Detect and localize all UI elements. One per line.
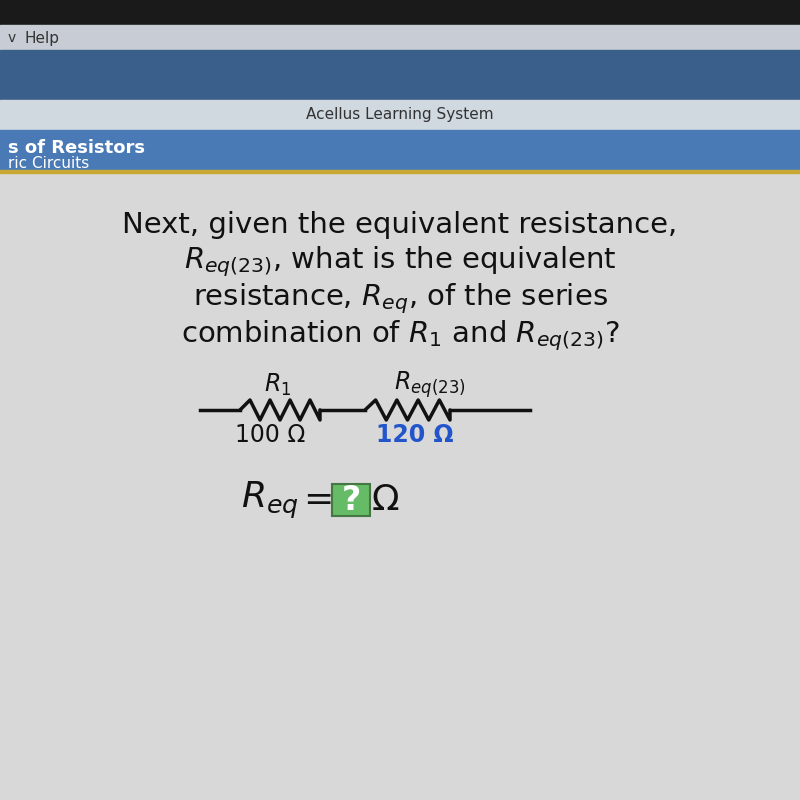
Bar <box>0 100 800 130</box>
Text: =: = <box>303 483 333 517</box>
Bar <box>0 25 800 50</box>
Text: $R_{eq(23)}$: $R_{eq(23)}$ <box>394 370 466 400</box>
Text: Acellus Learning System: Acellus Learning System <box>306 107 494 122</box>
Bar <box>0 173 800 800</box>
Text: combination of $R_1$ and $R_{eq(23)}$?: combination of $R_1$ and $R_{eq(23)}$? <box>181 318 619 354</box>
Text: 100 Ω: 100 Ω <box>235 423 305 447</box>
Text: 120 Ω: 120 Ω <box>376 423 454 447</box>
FancyBboxPatch shape <box>332 484 370 516</box>
Bar <box>0 130 800 170</box>
Text: ?: ? <box>342 483 361 517</box>
Text: Ω: Ω <box>371 483 399 517</box>
Text: $R_{eq(23)}$, what is the equivalent: $R_{eq(23)}$, what is the equivalent <box>184 245 616 279</box>
Text: Help: Help <box>25 30 60 46</box>
Bar <box>0 170 800 173</box>
Text: v: v <box>8 31 16 45</box>
Text: s of Resistors: s of Resistors <box>8 139 145 157</box>
Text: Next, given the equivalent resistance,: Next, given the equivalent resistance, <box>122 211 678 239</box>
Text: ric Circuits: ric Circuits <box>8 157 90 171</box>
Text: $R_1$: $R_1$ <box>264 372 292 398</box>
Bar <box>0 0 800 25</box>
Text: $R_{eq}$: $R_{eq}$ <box>241 479 299 521</box>
Bar <box>0 50 800 100</box>
Text: resistance, $R_{eq}$, of the series: resistance, $R_{eq}$, of the series <box>193 282 607 316</box>
